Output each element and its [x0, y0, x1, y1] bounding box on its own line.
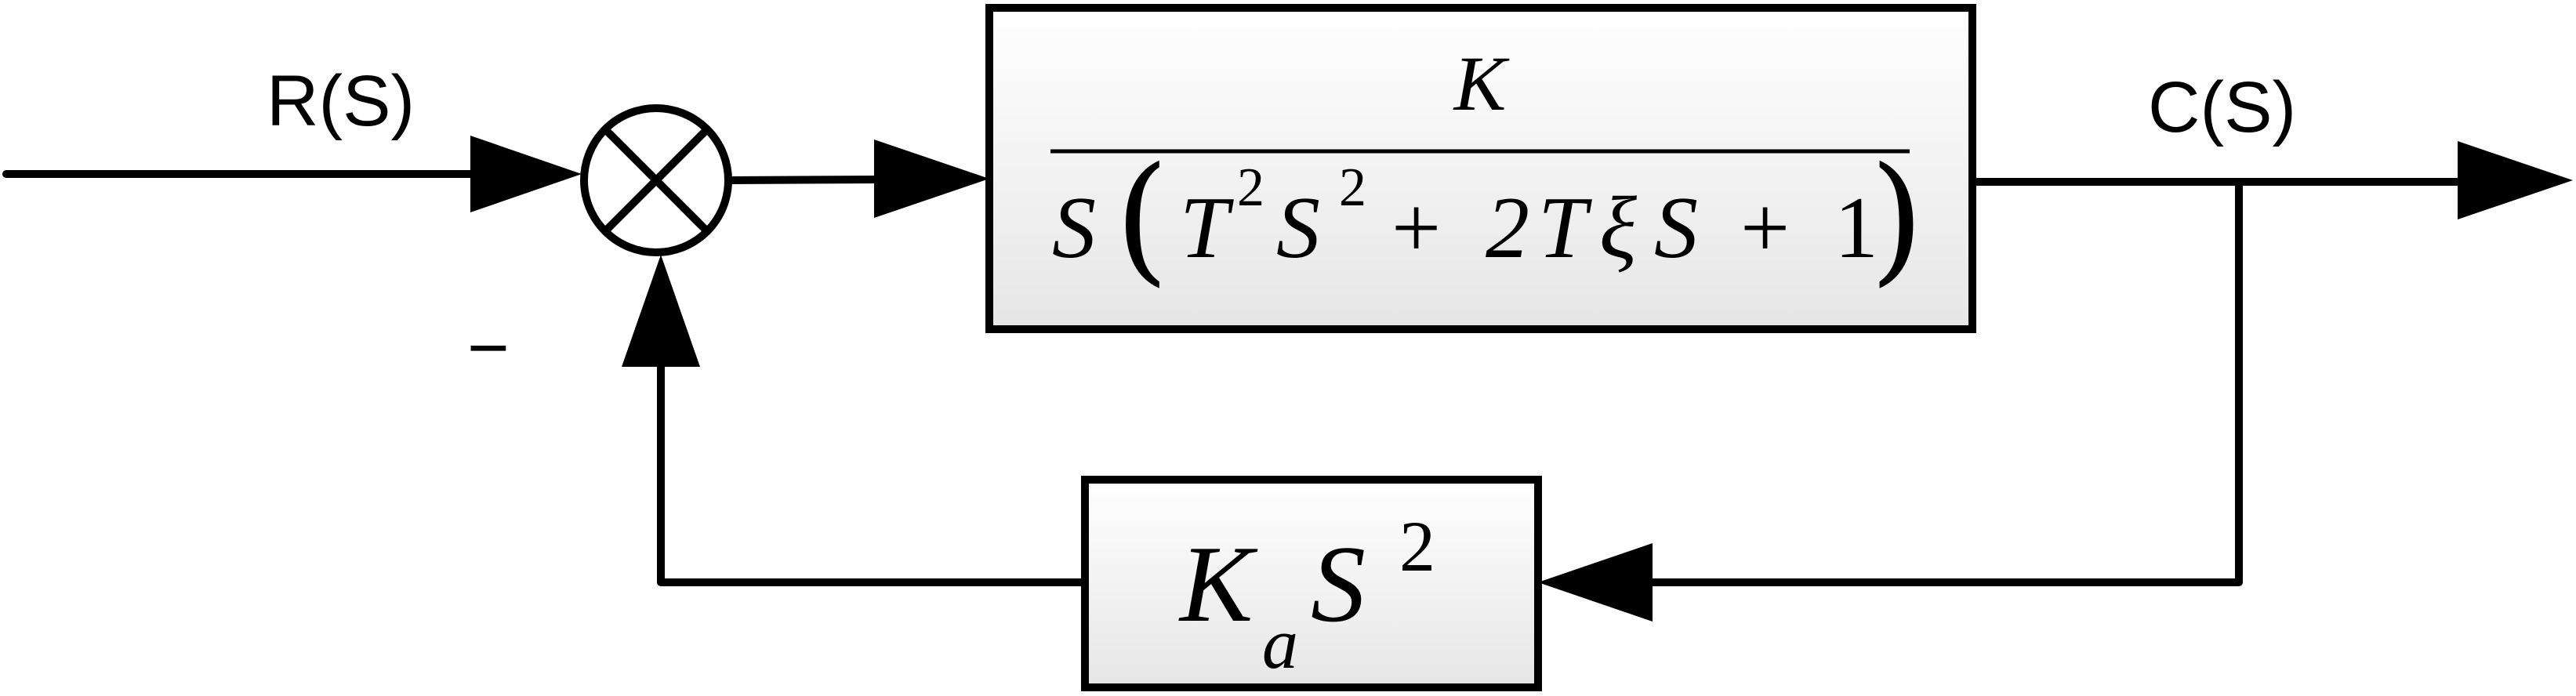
- feedback-return-line: [657, 357, 1089, 586]
- input-label: R(S): [267, 61, 415, 141]
- denominator: S ( T 2 S 2 + 2 T ξ S + 1 ): [1052, 128, 1924, 299]
- forward-transfer-block: [985, 4, 1976, 333]
- forward-transfer-function: K S ( T 2 S 2 + 2 T ξ S + 1 ): [1050, 40, 1924, 299]
- numerator-k: K: [1453, 40, 1510, 127]
- output-arrowhead: [2458, 141, 2573, 219]
- feedback-arrowhead: [1538, 543, 1653, 622]
- error-arrowhead: [874, 140, 989, 218]
- input-arrowhead: [470, 136, 582, 212]
- feedback-transfer-function: K a S 2: [1178, 506, 1435, 692]
- svg-text:K a S 2: K a S 2: [1178, 506, 1435, 692]
- output-label: C(S): [2148, 67, 2296, 147]
- feedback-sign-label: −: [467, 308, 510, 388]
- feedback-junction-arrowhead: [622, 255, 700, 367]
- feedback-transfer-block: [1081, 476, 1542, 691]
- error-signal-line: [725, 176, 882, 184]
- summing-junction: [580, 104, 732, 256]
- feedback-takeoff-line: [1646, 178, 2243, 586]
